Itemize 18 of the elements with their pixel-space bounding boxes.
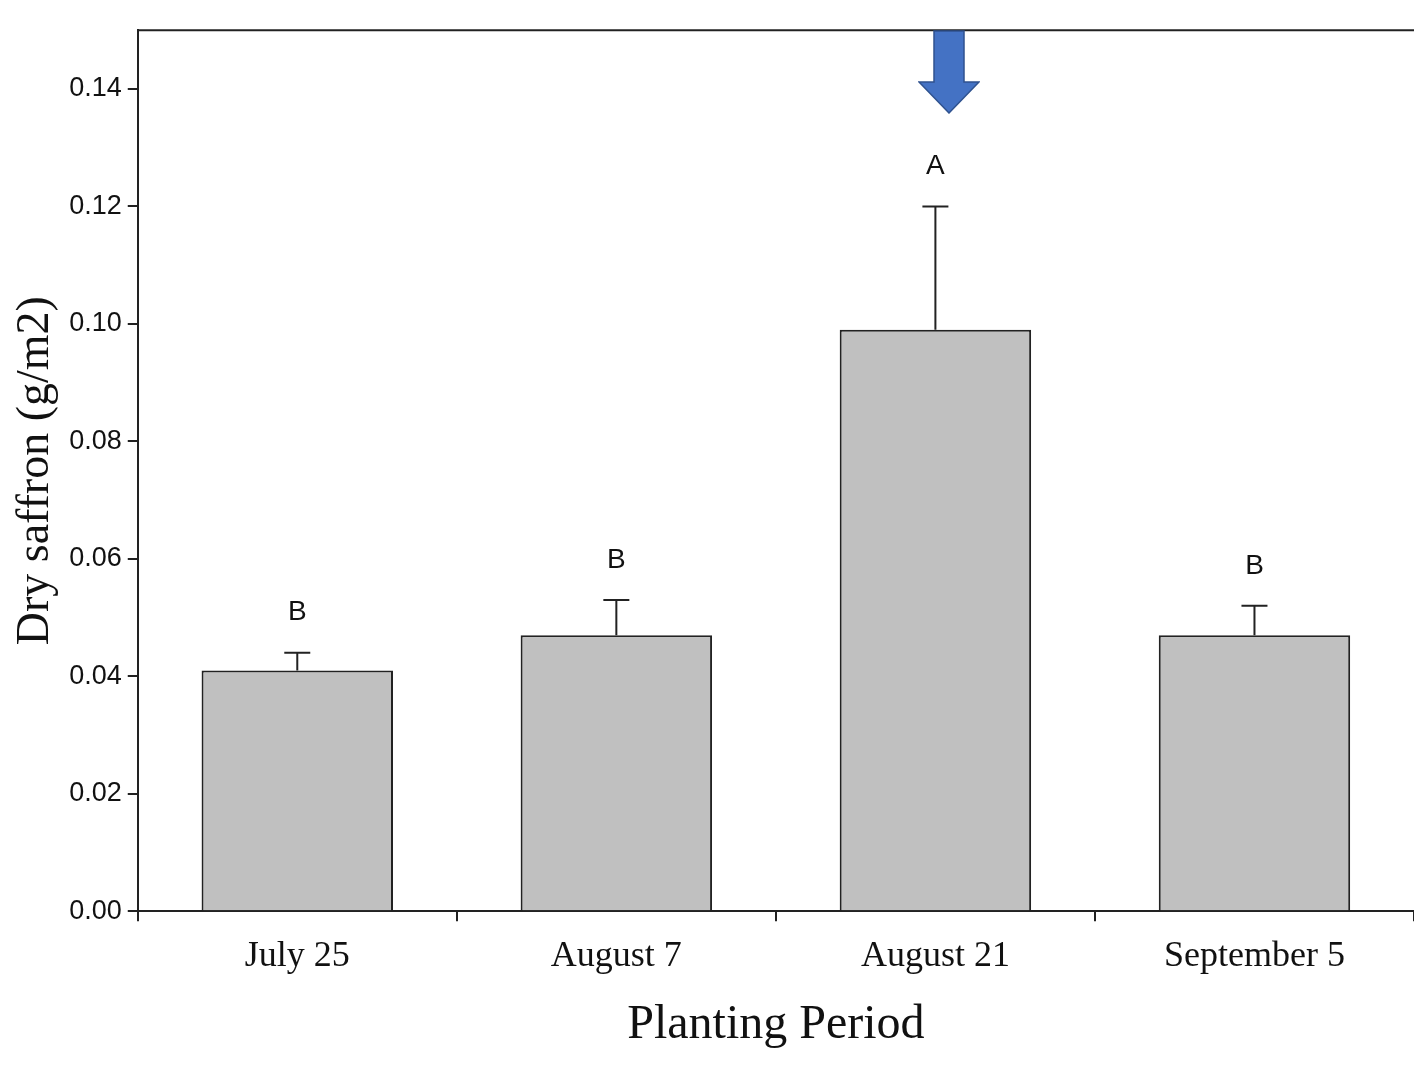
y-axis-title: Dry saffron (g/m2): [6, 296, 58, 646]
x-axis-title: Planting Period: [627, 994, 925, 1048]
y-tick-label: 0.10: [69, 307, 122, 338]
x-tick-label: August 7: [550, 934, 682, 975]
annotation: B: [287, 595, 307, 627]
y-tick-label: 0.02: [69, 777, 122, 808]
y-tick-label: 0.12: [69, 189, 122, 220]
y-tick-label: 0.04: [69, 659, 122, 690]
y-tick-label: 0.14: [69, 72, 122, 103]
annotation: B: [1245, 548, 1264, 580]
x-tick-label: August 21: [860, 934, 1010, 975]
y-tick-label: 0.06: [69, 542, 122, 573]
annotation: A: [926, 149, 946, 181]
annotation: B: [607, 542, 626, 574]
x-tick-label: September 5: [1163, 934, 1345, 975]
y-tick-label: 0.08: [69, 424, 122, 455]
y-tick-label: 0.00: [69, 894, 122, 925]
x-tick-label: July 25: [244, 934, 350, 975]
